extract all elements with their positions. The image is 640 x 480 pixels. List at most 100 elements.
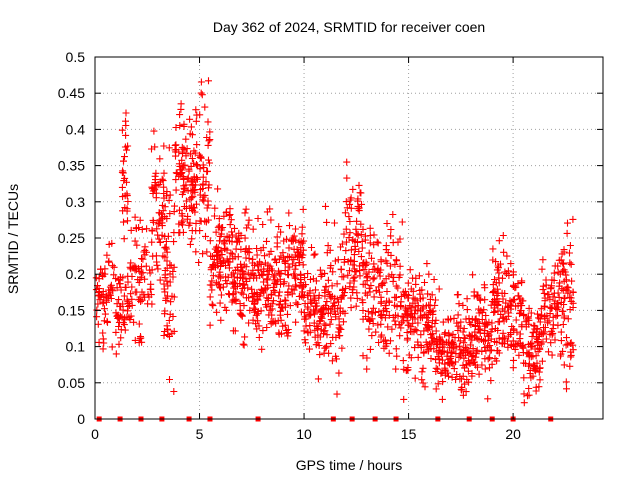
data-point	[281, 267, 289, 275]
data-point	[306, 345, 313, 353]
data-point	[152, 194, 160, 202]
data-point	[466, 341, 474, 349]
data-point	[446, 355, 454, 362]
data-point	[214, 185, 222, 193]
data-point	[259, 327, 267, 335]
data-point	[493, 285, 501, 293]
data-point	[336, 325, 344, 333]
data-point	[197, 89, 205, 97]
data-point	[195, 259, 203, 266]
data-point	[456, 337, 464, 345]
data-point	[460, 354, 468, 362]
data-point	[346, 267, 353, 275]
data-point	[347, 194, 355, 202]
data-point	[259, 271, 267, 279]
data-point	[354, 238, 361, 246]
data-point	[469, 271, 477, 279]
data-point	[465, 315, 473, 323]
data-point	[374, 264, 382, 272]
data-point	[148, 238, 156, 246]
data-point	[287, 237, 295, 245]
data-point	[122, 109, 130, 117]
data-point	[150, 127, 158, 135]
data-point	[176, 111, 184, 119]
data-point	[411, 374, 419, 382]
data-point	[382, 275, 390, 283]
data-point	[249, 269, 257, 277]
data-point	[253, 245, 261, 252]
data-point	[138, 225, 146, 233]
data-point	[404, 279, 412, 287]
data-point	[203, 248, 211, 256]
data-point	[444, 315, 452, 323]
data-point	[206, 136, 214, 144]
data-point	[342, 284, 349, 292]
data-point	[475, 305, 483, 313]
data-point	[404, 334, 411, 342]
data-point	[380, 344, 388, 352]
data-point	[263, 237, 270, 245]
data-point	[120, 235, 128, 243]
data-point	[544, 319, 552, 327]
data-point	[471, 322, 479, 330]
data-point	[383, 220, 391, 227]
data-point	[131, 237, 139, 245]
data-point	[456, 324, 464, 332]
data-point	[435, 359, 443, 367]
data-point	[364, 308, 372, 316]
data-point	[392, 365, 400, 373]
data-point	[275, 292, 283, 300]
data-point	[160, 169, 168, 177]
data-point	[500, 248, 508, 256]
data-point	[381, 336, 389, 344]
data-point	[110, 263, 118, 271]
data-point	[248, 290, 256, 298]
data-point	[307, 276, 314, 283]
data-point	[222, 306, 230, 314]
data-point	[232, 245, 240, 253]
data-point	[534, 310, 541, 318]
data-point	[396, 332, 404, 340]
data-point	[392, 345, 400, 353]
data-point	[352, 302, 360, 310]
data-point	[150, 184, 158, 192]
data-point	[299, 205, 307, 213]
data-point	[558, 250, 566, 258]
data-point	[464, 367, 472, 375]
data-point	[135, 339, 143, 347]
data-point	[204, 118, 212, 126]
data-point	[419, 364, 427, 372]
data-point	[93, 313, 101, 321]
data-point	[349, 185, 357, 193]
data-point	[120, 292, 128, 300]
data-point	[228, 228, 236, 236]
data-point	[377, 320, 385, 328]
data-point	[284, 332, 292, 340]
data-point	[253, 325, 261, 333]
data-point	[417, 312, 425, 320]
data-point	[99, 345, 107, 353]
data-point	[509, 271, 517, 279]
data-point	[382, 257, 390, 265]
data-point	[349, 261, 357, 269]
data-point	[340, 230, 348, 238]
data-point	[345, 213, 353, 221]
data-point	[123, 178, 130, 186]
data-point	[198, 91, 206, 99]
data-point	[301, 274, 309, 282]
data-point	[128, 273, 136, 280]
data-point	[462, 388, 470, 396]
data-point	[389, 313, 397, 321]
data-point	[365, 268, 373, 276]
data-point	[203, 204, 211, 212]
data-point	[180, 182, 188, 190]
data-point	[561, 294, 569, 302]
data-point	[165, 196, 173, 204]
data-point	[206, 128, 214, 136]
data-point	[216, 283, 223, 291]
data-point	[539, 282, 547, 290]
data-point	[299, 288, 306, 296]
y-tick-label: 0	[77, 411, 85, 427]
data-point	[117, 334, 125, 342]
data-point	[160, 285, 168, 293]
